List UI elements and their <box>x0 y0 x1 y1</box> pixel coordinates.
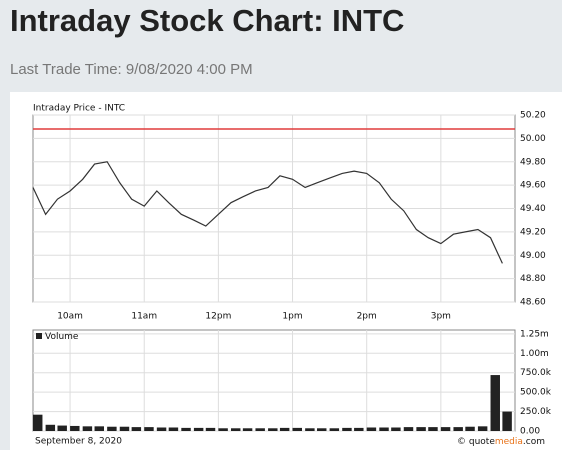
volume-bar <box>317 428 327 431</box>
y-tick-label: 48.80 <box>520 274 546 284</box>
volume-bar <box>416 427 426 431</box>
volume-bar <box>119 426 130 431</box>
x-tick-label: 3pm <box>431 312 451 322</box>
x-tick-label: 2pm <box>357 312 377 322</box>
last-trade-time: Last Trade Time: 9/08/2020 4:00 PM <box>10 61 253 78</box>
volume-bar <box>391 427 401 431</box>
volume-bar <box>94 426 105 431</box>
volume-bar <box>168 427 179 431</box>
x-tick-label: 11am <box>131 312 157 322</box>
volume-bar <box>366 427 377 431</box>
y-tick-label: 49.20 <box>520 227 546 237</box>
volume-bar <box>82 426 93 431</box>
y-tick-label: 49.80 <box>520 157 546 167</box>
x-tick-label: 10am <box>57 312 83 322</box>
volume-bar <box>428 427 438 431</box>
volume-bar <box>465 426 475 431</box>
volume-bar <box>242 428 253 431</box>
volume-bar <box>440 427 451 431</box>
volume-bar <box>292 427 302 431</box>
volume-bar <box>477 426 488 431</box>
volume-bar <box>255 428 265 431</box>
plot-area <box>32 329 516 432</box>
y-tick-label: 50.20 <box>520 111 546 121</box>
y-tick-label: 0.00 <box>520 427 540 437</box>
volume-bar <box>502 411 512 431</box>
price-line <box>32 161 503 264</box>
legend-swatch <box>36 333 42 339</box>
volume-bar <box>305 428 315 431</box>
volume-bar <box>107 426 117 431</box>
volume-bar <box>218 428 228 431</box>
y-tick-label: 1.00m <box>520 349 549 359</box>
volume-bar <box>230 428 241 431</box>
y-tick-label: 50.00 <box>520 134 546 144</box>
y-tick-label: 49.60 <box>520 181 546 191</box>
y-tick-label: 500.0k <box>520 388 552 398</box>
credit-part: .com <box>523 437 545 447</box>
legend-label: Volume <box>45 332 79 342</box>
credit-part: © quote <box>457 437 495 447</box>
volume-bar <box>403 427 414 431</box>
volume-bar <box>144 427 154 431</box>
volume-bar <box>57 425 67 431</box>
y-tick-label: 48.60 <box>520 298 546 308</box>
y-tick-label: 49.00 <box>520 251 546 261</box>
volume-bar <box>156 427 167 431</box>
y-tick-label: 750.0k <box>520 368 552 378</box>
volume-bar <box>70 425 80 431</box>
x-tick-label: 1pm <box>282 312 302 322</box>
y-tick-label: 250.0k <box>520 407 552 417</box>
chart-date: September 8, 2020 <box>35 437 122 447</box>
volume-bar <box>279 427 290 431</box>
volume-bar <box>33 414 43 431</box>
volume-bar <box>354 427 364 431</box>
volume-bar <box>268 428 278 431</box>
volume-bar <box>453 427 463 431</box>
volume-bar <box>193 427 204 431</box>
volume-bar <box>342 427 352 431</box>
y-tick-label: 49.40 <box>520 204 546 214</box>
credit: © quotemedia.com <box>457 437 545 447</box>
volume-bar <box>205 427 216 431</box>
volume-bar <box>45 424 56 431</box>
volume-bar <box>490 375 500 431</box>
credit-part: media <box>495 437 523 447</box>
y-tick-label: 1.25m <box>520 329 549 339</box>
volume-bar <box>379 427 389 431</box>
volume-bar <box>181 427 191 431</box>
volume-bar <box>329 428 340 431</box>
page-title: Intraday Stock Chart: INTC <box>10 3 405 38</box>
volume-bar <box>131 427 142 431</box>
x-tick-label: 12pm <box>205 312 231 322</box>
chart-title: Intraday Price - INTC <box>33 104 125 114</box>
